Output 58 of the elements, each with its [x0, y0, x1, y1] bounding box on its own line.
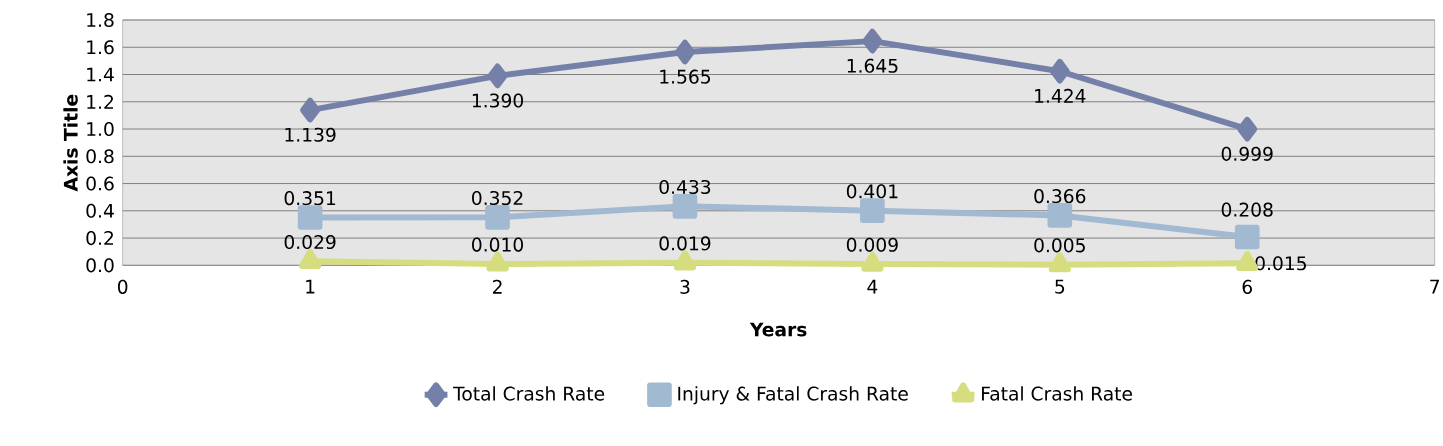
y-tick-label: 0.0	[86, 258, 114, 273]
x-tick-label: 2	[492, 279, 502, 294]
x-tick-label: 5	[1055, 279, 1065, 294]
y-axis-title: Axis Title	[63, 94, 78, 192]
y-tick-label: 1.0	[87, 121, 114, 137]
point	[862, 28, 883, 54]
y-tick-label: 0.4	[86, 203, 114, 218]
point	[672, 193, 698, 219]
y-tick-label: 0.8	[86, 149, 114, 164]
x-tick-label: 1	[306, 279, 315, 294]
data-label: 0.005	[1034, 238, 1085, 253]
data-label: 1.645	[847, 58, 898, 73]
point	[486, 251, 509, 272]
data-label: 1.424	[1035, 88, 1086, 103]
point	[297, 205, 323, 230]
legend-label: Total Crash Rate	[453, 386, 605, 401]
point	[299, 249, 322, 270]
x-axis-title: Years	[749, 322, 807, 337]
point	[1047, 203, 1073, 228]
point	[1049, 58, 1070, 84]
y-tick-label: 0.2	[86, 231, 113, 246]
x-tick-label: 6	[1242, 279, 1252, 294]
x-tick-label: 4	[867, 279, 878, 294]
point	[674, 39, 695, 65]
data-label: 0.433	[659, 179, 711, 195]
data-label: 0.401	[846, 184, 898, 199]
point	[300, 97, 321, 123]
x-tick-label: 7	[1430, 279, 1439, 294]
y-tick-label: 1.8	[87, 12, 114, 28]
y-tick-label: 0.6	[86, 176, 114, 191]
data-label: 0.352	[472, 190, 523, 206]
data-label: 0.366	[1034, 189, 1086, 204]
y-tick-label: 1.4	[87, 67, 114, 82]
point	[1234, 224, 1260, 250]
x-tick-label: 3	[680, 279, 690, 294]
data-label: 1.139	[285, 127, 336, 142]
data-label: 0.208	[1221, 202, 1273, 217]
data-label: 0.029	[284, 234, 336, 250]
data-label: 0.010	[472, 237, 524, 252]
data-label: 0.999	[1221, 146, 1273, 161]
point	[1237, 116, 1258, 142]
legend-label: Injury & Fatal Crash Rate	[678, 386, 908, 405]
point	[861, 251, 884, 272]
y-tick-label: 1.6	[87, 40, 114, 55]
data-label: 1.565	[660, 69, 711, 84]
point	[860, 198, 885, 223]
data-label: 0.009	[846, 237, 898, 252]
legend-label: Fatal Crash Rate	[982, 386, 1132, 401]
data-label: 0.351	[284, 191, 336, 206]
y-tick-label: 1.2	[87, 94, 113, 109]
x-tick-label: 0	[117, 279, 128, 294]
point	[487, 63, 508, 89]
point	[673, 250, 697, 271]
data-label: 0.019	[659, 236, 711, 251]
point	[485, 205, 510, 230]
data-label: 0.015	[1255, 256, 1306, 271]
point	[1048, 252, 1071, 273]
data-label: 1.390	[472, 93, 524, 108]
